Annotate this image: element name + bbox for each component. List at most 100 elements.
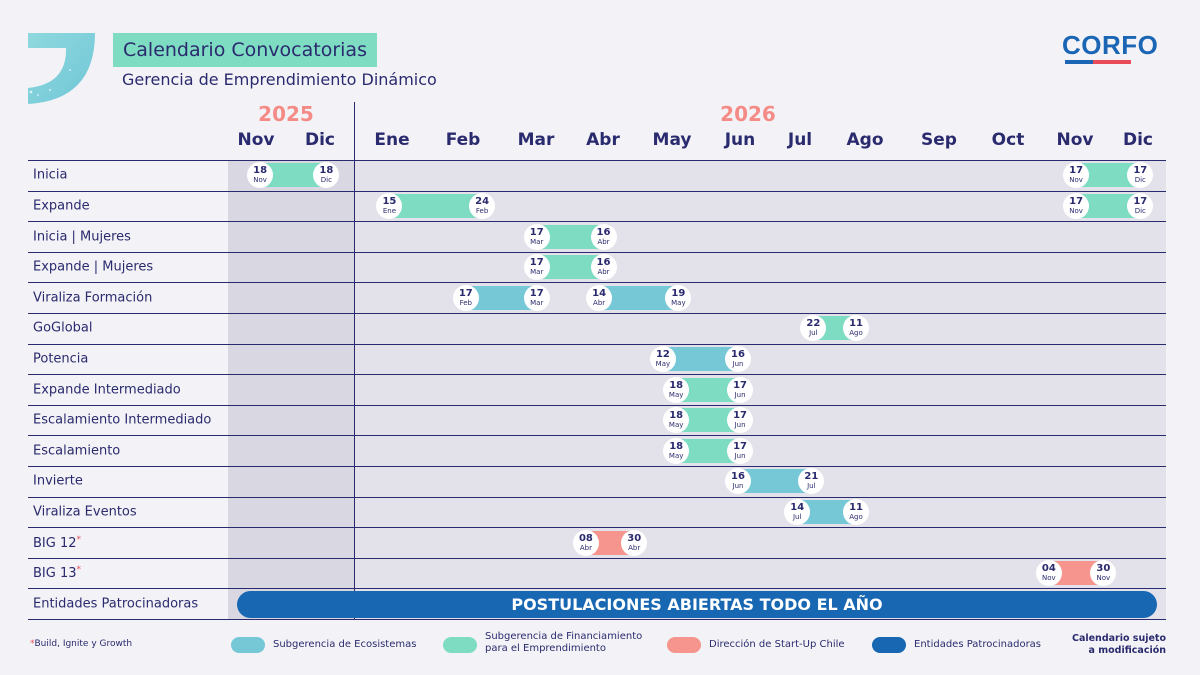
date-day: 30 xyxy=(1096,563,1111,575)
date-day: 14 xyxy=(790,501,805,513)
month-label: Feb xyxy=(445,130,481,150)
date-month: Abr xyxy=(628,543,641,552)
row-separator xyxy=(28,588,1166,590)
row-separator xyxy=(28,313,1166,314)
row-label-text: BIG 13 xyxy=(33,566,77,582)
date-pill-end: 17 Mar xyxy=(523,284,550,311)
row-label-text: Inicia | Mujeres xyxy=(33,229,131,244)
row-separator xyxy=(28,557,1166,559)
date-pill-end: 18 Dic xyxy=(313,162,340,189)
date-day: 17 xyxy=(529,226,544,238)
date-month: May xyxy=(655,359,671,368)
date-day: 17 xyxy=(1069,165,1084,177)
date-pill-end: 11 Ago xyxy=(843,315,870,342)
date-pill-end: 17 Jun xyxy=(727,376,754,403)
date-pill-start: 18 May xyxy=(663,407,690,434)
date-day: 14 xyxy=(592,287,607,299)
row-label-text: Expande | Mujeres xyxy=(33,259,154,275)
page-title: Calendario Convocatorias xyxy=(113,33,377,67)
row-label: Expande Intermediado xyxy=(33,382,181,397)
row-label: Inicia | Mujeres xyxy=(33,229,131,244)
row-label: Invierte xyxy=(33,474,83,489)
date-day: 16 xyxy=(731,348,745,360)
date-pill-start: 18 May xyxy=(663,376,690,403)
month-label: Dic xyxy=(304,130,336,150)
row-label: GoGlobal xyxy=(33,321,93,336)
row-label: Escalamiento xyxy=(33,443,120,458)
date-day: 17 xyxy=(733,440,748,452)
row-label-text: Viraliza Formación xyxy=(33,290,153,306)
month-label: May xyxy=(652,130,692,150)
month-label: Nov xyxy=(1056,130,1094,150)
row-label: Inicia xyxy=(33,168,67,183)
date-month: Dic xyxy=(1134,176,1146,185)
month-label: Dic xyxy=(1122,130,1154,150)
legend-label-financiamiento-line1: Subgerencia de Financiamiento xyxy=(485,631,643,642)
date-pill-start: 18 May xyxy=(663,437,690,464)
date-pill-start: 17 Mar xyxy=(523,254,550,281)
year-2025: 2025 xyxy=(258,102,314,126)
date-day: 19 xyxy=(671,287,686,299)
row-label-text: Escalamiento Intermediado xyxy=(33,412,212,428)
date-month: Nov xyxy=(1069,206,1083,215)
date-month: Abr xyxy=(579,543,592,552)
row-label-text: Expande Intermediado xyxy=(33,382,181,397)
date-month: Feb xyxy=(475,206,489,215)
month-label: Jul xyxy=(787,130,813,150)
date-pill-end: 11 Ago xyxy=(843,498,870,525)
row-label-text: Expande xyxy=(33,198,90,214)
date-day: 17 xyxy=(1069,195,1084,207)
date-month: Abr xyxy=(597,237,610,246)
date-day: 12 xyxy=(655,348,670,360)
date-pill-end: 17 Dic xyxy=(1127,162,1154,189)
row-separator xyxy=(28,221,1166,223)
row-label: BIG 12* xyxy=(33,534,81,550)
date-day: 17 xyxy=(458,287,473,299)
row-label-asterisk: * xyxy=(76,564,82,575)
legend-label-financiamiento: Subgerencia de Financiamiento para el Emp… xyxy=(485,631,642,655)
date-month: Feb xyxy=(459,298,473,307)
footnote-text: Build, Ignite y Growth xyxy=(34,639,133,649)
row-separator xyxy=(28,190,1166,192)
month-label: Ago xyxy=(846,130,884,150)
date-month: May xyxy=(668,421,684,430)
date-month: Mar xyxy=(530,237,544,246)
date-day: 17 xyxy=(529,287,544,299)
date-day: 17 xyxy=(1133,195,1148,207)
date-month: Jun xyxy=(734,421,746,430)
month-label: Jun xyxy=(724,130,756,150)
open-applications-banner: POSTULACIONES ABIERTAS TODO EL AÑO xyxy=(237,591,1157,618)
date-month: Nov xyxy=(1096,574,1111,583)
date-pill-start: 17 Nov xyxy=(1063,162,1090,189)
row-separator xyxy=(28,251,1166,253)
date-pill-end: 17 Jun xyxy=(727,407,754,434)
disclaimer-line1: Calendario sujeto xyxy=(1071,633,1166,644)
row-separator xyxy=(28,374,1166,376)
logo-underline-accent xyxy=(1093,60,1131,64)
row-separator xyxy=(28,496,1166,498)
date-pill-end: 30 Nov xyxy=(1090,560,1117,587)
footnote-asterisk: * xyxy=(30,639,35,649)
date-day: 18 xyxy=(319,165,334,177)
date-day: 22 xyxy=(806,318,821,330)
date-month: Abr xyxy=(593,298,606,307)
date-pill-end: 24 Feb xyxy=(469,192,496,219)
grid-2026-area xyxy=(355,160,1166,619)
date-day: 18 xyxy=(669,410,684,422)
date-month: Jul xyxy=(792,512,802,521)
date-day: 16 xyxy=(596,257,611,269)
date-day: 16 xyxy=(596,226,611,238)
month-label: Nov xyxy=(237,130,275,150)
date-month: Jun xyxy=(734,390,746,399)
legend-swatch-financiamiento xyxy=(443,637,477,653)
date-month: Nov xyxy=(253,176,267,185)
date-pill-end: 17 Dic xyxy=(1127,192,1154,219)
page-subtitle: Gerencia de Emprendimiento Dinámico xyxy=(122,70,437,89)
year-2026: 2026 xyxy=(720,102,776,126)
date-month: May xyxy=(668,390,684,399)
date-day: 21 xyxy=(804,471,819,483)
legend-swatch-ecosistemas xyxy=(231,637,265,653)
date-month: Jun xyxy=(732,359,744,368)
date-month: Mar xyxy=(530,268,544,277)
row-label-text: Invierte xyxy=(33,473,83,489)
